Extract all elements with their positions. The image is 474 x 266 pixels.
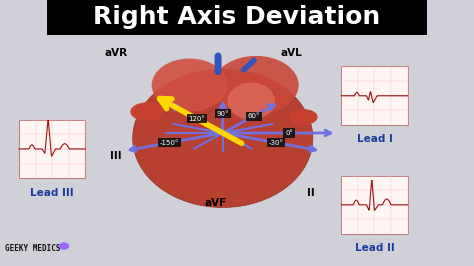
- Text: Lead III: Lead III: [30, 188, 74, 198]
- Ellipse shape: [133, 69, 313, 207]
- Text: I: I: [365, 116, 369, 126]
- FancyArrowPatch shape: [244, 60, 254, 70]
- Text: GEEKY MEDICS: GEEKY MEDICS: [5, 244, 60, 253]
- Text: 0°: 0°: [285, 130, 293, 136]
- Text: -150°: -150°: [160, 140, 179, 146]
- Ellipse shape: [59, 242, 69, 250]
- Bar: [341, 176, 408, 234]
- Text: Lead I: Lead I: [356, 134, 392, 144]
- Ellipse shape: [289, 109, 318, 125]
- Ellipse shape: [213, 56, 299, 114]
- Bar: [341, 66, 408, 125]
- Bar: [19, 120, 85, 178]
- Text: 90°: 90°: [217, 111, 229, 117]
- Text: aVF: aVF: [205, 198, 227, 209]
- Ellipse shape: [228, 82, 275, 120]
- Ellipse shape: [152, 59, 228, 112]
- Ellipse shape: [130, 102, 164, 121]
- Text: aVL: aVL: [281, 48, 302, 58]
- Text: II: II: [307, 188, 314, 198]
- Text: III: III: [110, 151, 122, 161]
- Text: -30°: -30°: [269, 140, 283, 146]
- Text: 120°: 120°: [188, 116, 205, 122]
- Text: aVR: aVR: [105, 48, 128, 58]
- Text: 60°: 60°: [247, 113, 260, 119]
- FancyBboxPatch shape: [47, 0, 427, 35]
- Text: Lead II: Lead II: [355, 243, 394, 253]
- Text: Right Axis Deviation: Right Axis Deviation: [93, 5, 381, 29]
